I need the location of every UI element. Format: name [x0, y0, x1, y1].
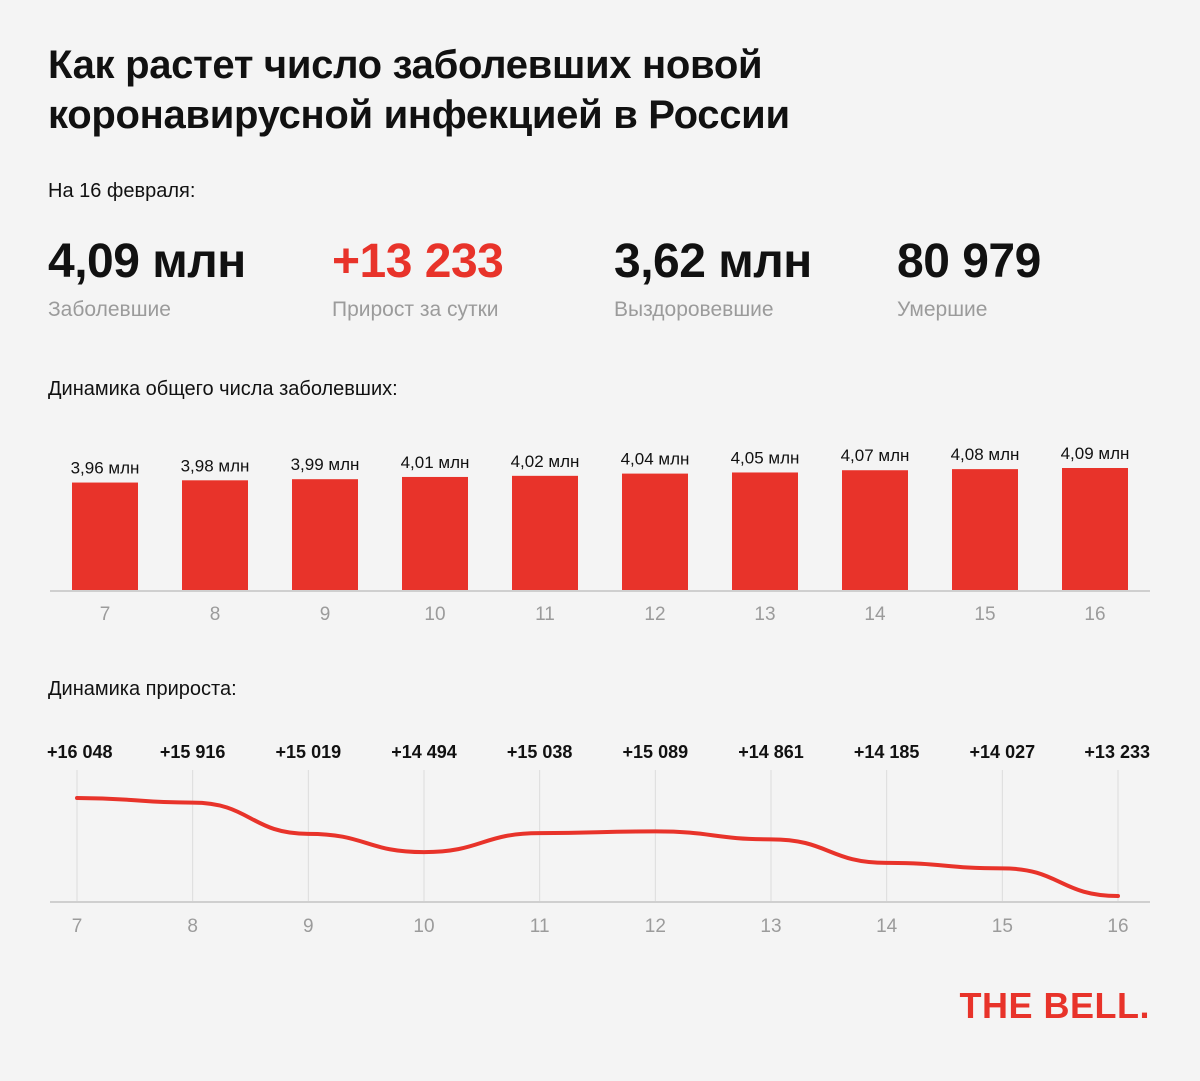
point-data-label: +14 861: [738, 742, 804, 762]
bar-data-label: 4,04 млн: [621, 450, 690, 469]
bar: [72, 482, 138, 590]
x-tick-label: 7: [100, 604, 111, 625]
x-tick-label: 13: [760, 916, 781, 937]
bar-data-label: 3,96 млн: [71, 459, 140, 478]
page-title: Как растет число заболевших новой корона…: [48, 40, 1048, 140]
x-tick-label: 14: [864, 604, 886, 625]
kpi-recovered: 3,62 млн Выздоровевшие: [614, 232, 812, 322]
x-tick-label: 10: [424, 604, 445, 625]
bar-data-label: 4,05 млн: [731, 448, 800, 467]
point-data-label: +15 916: [160, 742, 226, 762]
kpi-label: Прирост за сутки: [332, 298, 499, 321]
x-tick-label: 14: [876, 916, 898, 937]
x-tick-label: 9: [303, 916, 314, 937]
point-data-label: +14 027: [970, 742, 1036, 762]
x-tick-label: 7: [72, 916, 83, 937]
x-tick-label: 12: [645, 916, 666, 937]
x-tick-label: 8: [210, 604, 221, 625]
bar: [402, 476, 468, 590]
bar: [622, 473, 688, 590]
x-tick-label: 15: [974, 604, 995, 625]
bar-chart: 3,96 млн 7 3,98 млн 8 3,99 млн 9 4,01 млн 10 4,0…: [50, 444, 1150, 625]
bar-data-label: 4,07 млн: [841, 446, 910, 465]
point-data-label: +13 233: [1084, 742, 1150, 762]
bar-data-label: 4,09 млн: [1061, 444, 1130, 463]
kpi-value: 80 979: [897, 235, 1041, 288]
as-of-date: На 16 февраля:: [48, 180, 196, 202]
x-tick-label: 13: [754, 604, 775, 625]
series-line: [75, 796, 1120, 898]
x-tick-label: 9: [320, 604, 331, 625]
kpi-label: Выздоровевшие: [614, 298, 774, 321]
kpi-value: 3,62 млн: [614, 235, 812, 288]
x-tick-label: 11: [535, 604, 555, 625]
kpi-label: Заболевшие: [48, 298, 171, 321]
kpi-row: 4,09 млн Заболевшие +13 233 Прирост за с…: [48, 232, 1168, 332]
kpi-daily-increase: +13 233 Прирост за сутки: [332, 232, 504, 322]
line-chart: +16 048 7 +15 916 8 +15 019 9 +14 494 10 +15 038…: [47, 742, 1150, 937]
x-tick-label: 10: [413, 916, 434, 937]
kpi-deaths: 80 979 Умершие: [897, 232, 1041, 322]
bar-data-label: 4,01 млн: [401, 453, 470, 472]
point-data-label: +14 185: [854, 742, 920, 762]
title-line: Как растет число заболевших новой: [48, 43, 763, 87]
x-tick-label: 12: [644, 604, 665, 625]
kpi-value: +13 233: [332, 235, 504, 288]
title-line: коронавирусной инфекцией в России: [48, 93, 790, 137]
point-data-label: +15 038: [507, 742, 573, 762]
brand-logo: THE BELL.: [959, 985, 1150, 1026]
bar: [512, 475, 578, 590]
x-tick-label: 16: [1107, 916, 1128, 937]
bar-data-label: 3,98 млн: [181, 456, 250, 475]
bar: [732, 472, 798, 590]
bar-data-label: 3,99 млн: [291, 455, 360, 474]
x-tick-label: 11: [530, 916, 550, 937]
kpi-value: 4,09 млн: [48, 235, 246, 288]
x-tick-label: 15: [992, 916, 1013, 937]
bar: [182, 480, 248, 590]
bar-chart-title: Динамика общего числа заболевших:: [48, 378, 398, 400]
point-data-label: +15 019: [276, 742, 342, 762]
point-data-label: +16 048: [47, 742, 113, 762]
point-data-label: +14 494: [391, 742, 457, 762]
point-data-label: +15 089: [623, 742, 689, 762]
bar-data-label: 4,02 млн: [511, 452, 580, 471]
bar: [292, 479, 358, 590]
line-chart-title: Динамика прироста:: [48, 678, 237, 700]
bar: [842, 470, 908, 590]
x-tick-label: 8: [187, 916, 198, 937]
kpi-label: Умершие: [897, 298, 988, 321]
kpi-cases: 4,09 млн Заболевшие: [48, 232, 246, 322]
bar: [1062, 468, 1128, 590]
bar-data-label: 4,08 млн: [951, 445, 1020, 464]
x-tick-label: 16: [1084, 604, 1105, 625]
bar: [952, 469, 1018, 590]
